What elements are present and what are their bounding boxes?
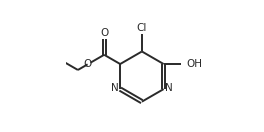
Text: N: N [111,83,119,93]
Text: O: O [83,59,92,69]
Text: N: N [165,83,172,93]
Text: Cl: Cl [137,23,147,33]
Text: OH: OH [186,59,202,69]
Text: O: O [100,28,108,38]
